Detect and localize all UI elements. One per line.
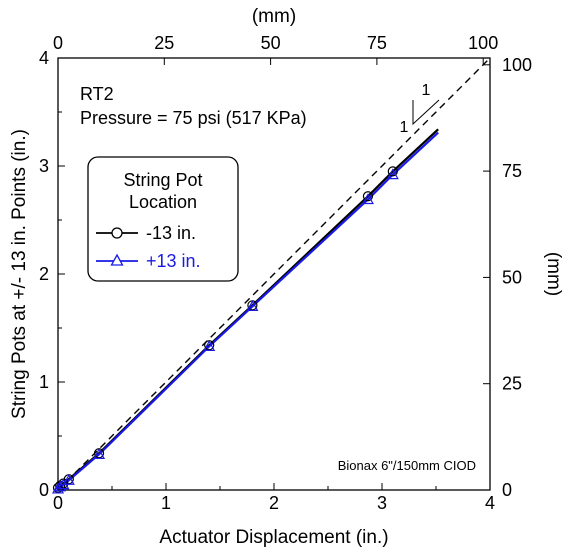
top-tick-label: 75 <box>367 33 387 53</box>
legend-label-minus13: -13 in. <box>146 223 196 243</box>
x-tick-label: 2 <box>269 493 279 513</box>
series-layer <box>51 57 491 494</box>
right-tick-label: 100 <box>502 55 532 75</box>
right-tick-label: 50 <box>502 267 522 287</box>
pressure-annotation: Pressure = 75 psi (517 KPa) <box>80 108 307 128</box>
reference-line-1to1 <box>57 57 491 491</box>
instrument-annotation: Bionax 6"/150mm CIOD <box>338 458 476 473</box>
right-tick-label: 0 <box>502 480 512 500</box>
data-point-triangle <box>54 480 67 492</box>
data-point-triangle <box>62 474 75 485</box>
slope-rise-label: 1 <box>400 119 409 136</box>
test-id-annotation: RT2 <box>80 84 114 104</box>
data-point-triangle <box>93 448 106 459</box>
y-axis-label: String Pots at +/- 13 in. Points (in.) <box>9 129 30 419</box>
legend-marker-triangle <box>110 253 124 266</box>
top-tick-label: 100 <box>468 33 498 53</box>
top-tick-label: 0 <box>53 33 63 53</box>
x-axis-label: Actuator Displacement (in.) <box>159 527 388 548</box>
x-tick-label: 1 <box>161 493 171 513</box>
right-tick-label: 75 <box>502 161 522 181</box>
data-point-triangle <box>361 193 374 205</box>
data-point-circle <box>362 191 374 202</box>
y-tick-label: 3 <box>39 156 49 176</box>
y-tick-label: 4 <box>39 48 49 68</box>
slope-triangle <box>412 99 440 126</box>
right-axis-label: (mm) <box>543 252 563 296</box>
x-tick-label: 0 <box>53 493 63 513</box>
axis-ticks <box>57 57 491 491</box>
y-tick-label: 2 <box>39 264 49 284</box>
slope-run-label: 1 <box>422 82 431 99</box>
top-tick-label: 50 <box>261 33 281 53</box>
data-point-triangle <box>203 340 216 351</box>
slope-indicator: 1 1 <box>400 82 440 136</box>
top-tick-label: 25 <box>154 33 174 53</box>
right-tick-label: 25 <box>502 374 522 394</box>
legend-title-line2: Location <box>129 192 197 212</box>
x-tick-label: 3 <box>377 493 387 513</box>
legend-box <box>87 156 239 282</box>
top-axis-label: (mm) <box>252 6 296 27</box>
data-point-triangle <box>246 300 259 311</box>
legend-label-plus13: +13 in. <box>146 251 201 271</box>
y-tick-label: 0 <box>39 480 49 500</box>
legend-title-line1: String Pot <box>123 170 202 190</box>
x-tick-label: 4 <box>485 493 495 513</box>
legend: String Pot Location -13 in. +13 in. <box>87 156 239 282</box>
data-point-circle <box>387 166 398 177</box>
legend-marker-circle <box>111 227 123 239</box>
data-point-triangle <box>386 168 399 180</box>
y-tick-label: 1 <box>39 372 49 392</box>
